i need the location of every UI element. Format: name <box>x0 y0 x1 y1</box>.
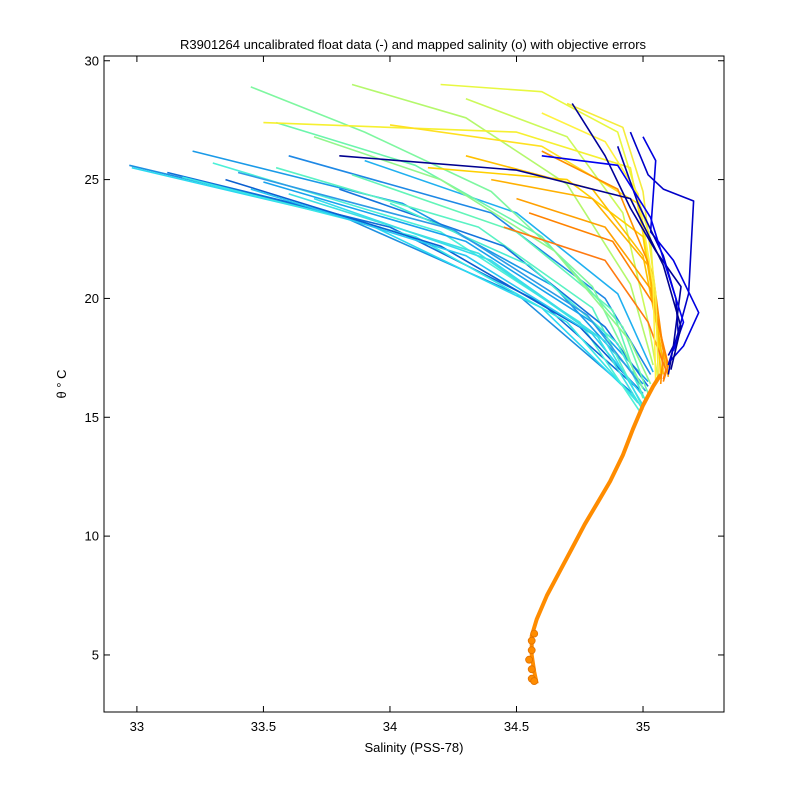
x-tick-label-2: 33.5 <box>251 719 276 734</box>
y-tick-label-5: 25 <box>85 172 99 187</box>
profile-line-38 <box>642 136 700 361</box>
profile-line-4 <box>182 176 639 404</box>
profile-line-41 <box>339 155 682 370</box>
y-tick-label-1: 5 <box>92 647 99 662</box>
y-axis-label: θ ° C <box>54 369 69 398</box>
x-axis-label: Salinity (PSS-78) <box>365 740 464 755</box>
profile-line-29 <box>491 178 667 373</box>
mapped-salinity-marker-2 <box>527 665 536 674</box>
series-layer <box>129 83 700 685</box>
profile-line-22 <box>351 83 654 366</box>
profile-line-11 <box>288 155 652 375</box>
profile-line-17 <box>237 171 647 392</box>
profile-line-14 <box>351 174 644 399</box>
profile-line-23 <box>465 98 659 380</box>
profile-line-35 <box>541 112 657 382</box>
profile-line-19 <box>250 86 644 390</box>
y-tick-label-4: 20 <box>85 291 99 306</box>
profile-line-33 <box>503 226 667 380</box>
profile-line-10 <box>275 166 644 409</box>
profile-line-15 <box>364 159 654 373</box>
y-tick-label-6: 30 <box>85 53 99 68</box>
profile-line-40 <box>541 155 685 351</box>
mapped-salinity-marker-3 <box>525 655 533 664</box>
y-tick-label-2: 10 <box>85 529 99 544</box>
profile-line-6 <box>212 162 642 413</box>
profile-line-21 <box>313 136 652 385</box>
x-tick-label-5: 35 <box>636 719 650 734</box>
deep-profile <box>529 373 663 684</box>
profile-line-18 <box>288 193 644 411</box>
mapped-salinity-marker-7 <box>530 677 539 685</box>
x-tick-label-3: 34 <box>383 719 397 734</box>
axis-layer: 33 33.5 34 34.5 35 5 10 15 20 25 30 <box>85 53 724 734</box>
x-tick-label-4: 34.5 <box>504 719 529 734</box>
profile-line-34 <box>566 102 659 375</box>
mapped-salinity-marker-5 <box>527 636 536 645</box>
profile-line-30 <box>516 197 670 378</box>
profile-line-27 <box>427 166 662 380</box>
profile-line-2 <box>131 166 636 399</box>
chart-title: R3901264 uncalibrated float data (-) and… <box>180 37 647 52</box>
profile-line-9 <box>263 181 649 383</box>
y-tick-label-3: 15 <box>85 410 99 425</box>
plot-frame <box>103 55 725 713</box>
x-tick-label-1: 33 <box>130 719 144 734</box>
profile-line-8 <box>250 188 644 397</box>
profile-line-20 <box>275 121 649 394</box>
mapped-salinity-marker-4 <box>527 646 536 655</box>
mapped-salinity-marker-6 <box>530 629 539 638</box>
